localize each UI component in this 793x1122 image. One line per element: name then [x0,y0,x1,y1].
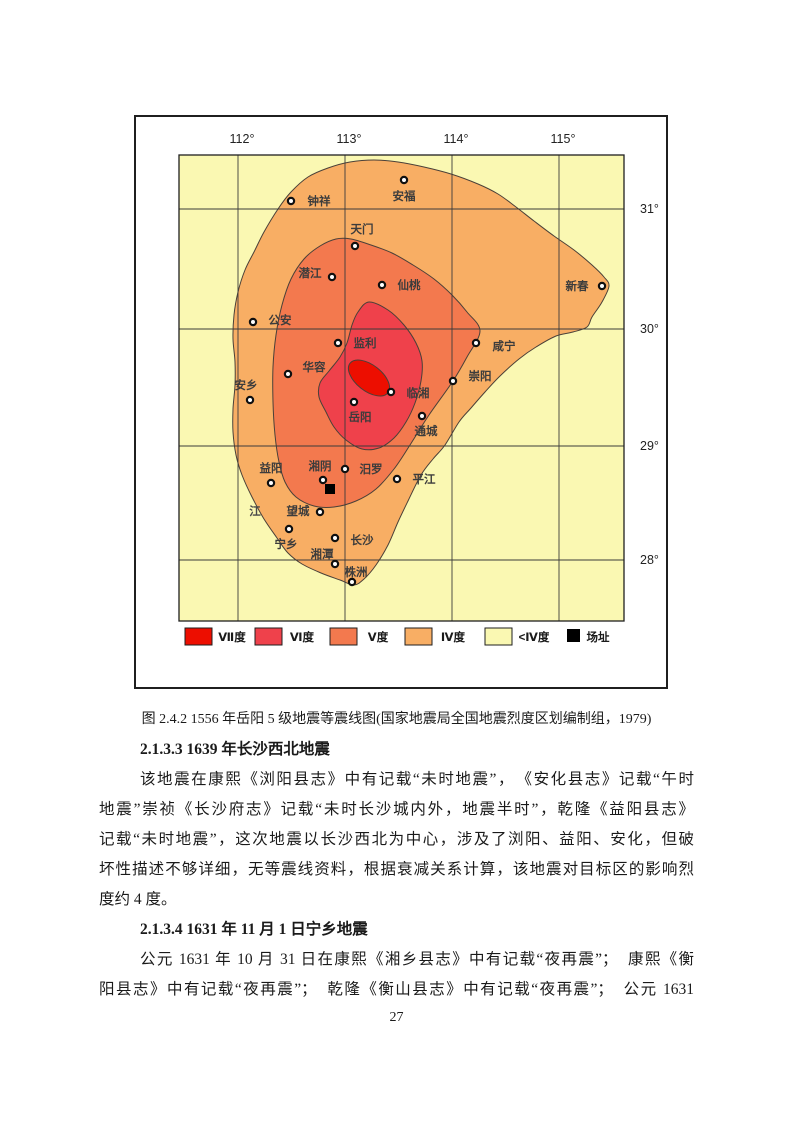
city-label: 株洲 [345,565,368,579]
city-marker [347,577,357,587]
legend-swatch [184,627,213,646]
city-label: 安福 [393,189,416,203]
paragraph-line: 阳县志》中有记载“夜再震”； 乾隆《衡山县志》中有记载“夜再震”； 公元 163… [99,981,694,998]
city-label: 天门 [351,222,374,236]
city-label: 潜江 [299,266,322,280]
lat-label: 28° [640,553,659,567]
city-marker [330,533,340,543]
legend-label: Ⅶ度 [218,630,246,644]
city-label: 汨罗 [360,463,383,476]
city-label: 益阳 [260,461,283,475]
city-label: 公安 [269,313,292,327]
city-label: 湘潭 [311,547,334,561]
city-label: 望城 [287,504,310,518]
paragraph-line: 公元 1631 年 10 月 31 日在康熙《湘乡县志》中有记载“夜再震”； 康… [140,951,694,968]
paragraph-line: 该地震在康熙《浏阳县志》中有记载“未时地震”， 《安化县志》记载“午时 [140,771,694,788]
lon-label: 114° [444,132,469,146]
paragraph-line: 地震”崇祯《长沙府志》记载“未时长沙城内外，地震半时”，乾隆《益阳县志》 [99,801,694,818]
city-marker [318,475,328,485]
city-label: 长沙 [351,533,374,547]
city-marker [330,559,340,569]
city-marker [417,411,427,421]
legend-label: <Ⅳ度 [519,630,550,644]
section-heading: 2.1.3.3 1639 年长沙西北地震 [140,741,330,758]
legend-label: Ⅵ度 [290,630,315,644]
city-label: 临湘 [407,386,430,400]
city-label: 安乡 [235,378,258,392]
city-label: 宁乡 [275,537,298,551]
lat-label: 31° [640,202,659,216]
city-marker [377,280,387,290]
city-marker [340,464,350,474]
city-marker [284,524,294,534]
city-marker [245,395,255,405]
legend-swatch [404,627,433,646]
city-label: 岳阳 [349,410,372,424]
paragraph-line: 坏性描述不够详细，无等震线资料，根据衰减关系计算，该地震对目标区的影响烈 [99,861,694,878]
city-label: 新春 [566,279,589,293]
city-label: 崇阳 [469,369,492,383]
lon-label: 113° [337,132,362,146]
city-marker [448,376,458,386]
city-label: 平江 [413,472,436,486]
legend-label: 场址 [587,630,610,644]
lat-label: 30° [640,322,659,336]
city-marker [286,196,296,206]
lat-label: 29° [640,439,659,453]
city-marker [315,507,325,517]
river-label: 江 [249,504,261,518]
figure-caption: 图 2.4.2 1556 年岳阳 5 级地震等震线图(国家地震局全国地震烈度区划… [141,712,652,727]
city-marker [386,387,396,397]
map-plot-border [178,154,625,622]
paragraph-line: 度约 4 度。 [99,891,177,908]
city-label: 钟祥 [308,194,331,208]
city-marker [349,397,359,407]
city-label: 通城 [415,424,438,438]
city-label: 仙桃 [398,278,421,292]
isoseismal-map-figure: 112° 113° 114° 115° 31° 30° 29° 28° 安福 钟祥天门潜江仙桃 新春… [134,115,668,689]
site-marker [325,484,335,494]
city-marker [266,478,276,488]
legend-label: Ⅴ度 [368,630,389,644]
paragraph-line: 记载“未时地震”，这次地震以长沙西北为中心，涉及了浏阳、益阳、安化，但破 [99,831,694,848]
section-heading: 2.1.3.4 1631 年 11 月 1 日宁乡地震 [140,921,368,938]
city-marker [350,241,360,251]
city-label: 监利 [354,336,377,350]
lon-label: 112° [230,132,255,146]
city-label: 咸宁 [493,339,516,353]
legend-site-swatch [567,629,580,642]
city-marker [471,338,481,348]
city-marker [597,281,607,291]
city-marker [333,338,343,348]
city-marker [392,474,402,484]
city-label: 湘阴 [309,459,332,473]
city-marker [248,317,258,327]
legend-swatch [329,627,358,646]
page-number: 27 [389,1010,404,1025]
city-marker [399,175,409,185]
legend-swatch [254,627,283,646]
text-block: 图 2.4.2 1556 年岳阳 5 级地震等震线图(国家地震局全国地震烈度区划… [99,705,694,1005]
city-marker [327,272,337,282]
legend-label: Ⅳ度 [441,630,466,644]
lon-label: 115° [551,132,576,146]
city-marker [283,369,293,379]
city-label: 华容 [303,360,326,374]
legend-swatch [484,627,513,646]
